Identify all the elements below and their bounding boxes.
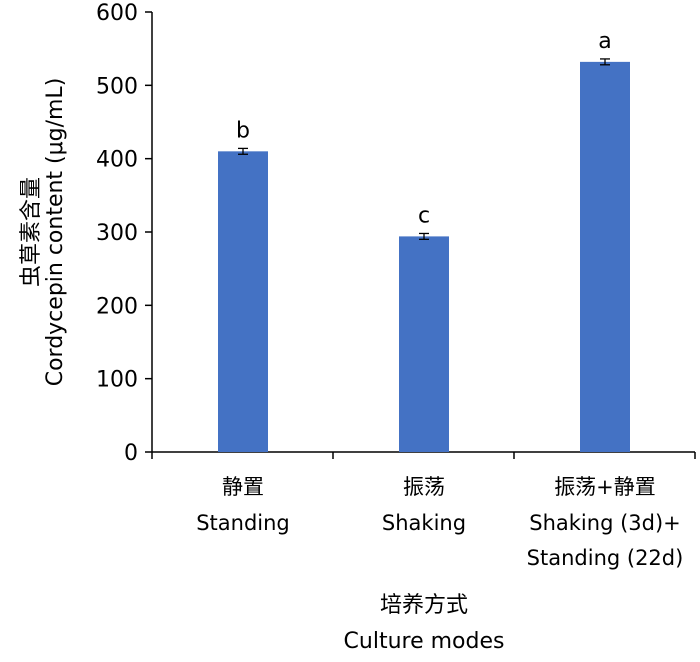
y-tick-label: 400 (96, 148, 138, 173)
significance-label-3: a (598, 29, 611, 54)
y-axis-title-en: Cordycepin content (μg/mL) (43, 78, 68, 387)
y-tick-label: 500 (96, 74, 138, 99)
bars-group (218, 61, 630, 453)
y-tick-label: 300 (96, 221, 138, 246)
x-axis-ticks (151, 452, 696, 459)
y-tick-label: 200 (96, 294, 138, 319)
category-label-zh-1: 静置 (222, 475, 264, 499)
significance-labels-group: b c a (236, 29, 612, 229)
x-axis-title-en: Culture modes (344, 629, 505, 654)
significance-label-1: b (236, 118, 250, 143)
category-labels-group: 静置 Standing 振荡 Shaking 振荡+静置 Shaking (3d)+ Sta… (196, 475, 683, 570)
y-tick-label: 0 (124, 441, 138, 466)
bar-1 (218, 151, 268, 453)
category-label-en-3: Standing (22d) (527, 546, 684, 570)
category-label-en-2: Shaking (382, 511, 466, 535)
error-bars-group (238, 58, 610, 240)
category-label-zh-2: 振荡 (403, 475, 445, 499)
y-axis-ticks: 0 100 200 300 400 500 600 (96, 1, 152, 466)
error-bar-2 (419, 232, 429, 240)
significance-label-2: c (418, 203, 430, 228)
error-bar-3 (600, 58, 610, 66)
category-label-en-3: Shaking (3d)+ (529, 511, 681, 535)
category-label-zh-3: 振荡+静置 (554, 475, 656, 499)
y-tick-label: 600 (96, 1, 138, 26)
bar-2 (399, 236, 449, 452)
bar-3 (580, 61, 630, 452)
category-label-en-1: Standing (196, 511, 290, 535)
y-tick-label: 100 (96, 368, 138, 393)
error-bar-1 (238, 147, 248, 155)
y-axis-title-zh: 虫草素含量 (19, 177, 44, 287)
x-axis-title-zh: 培养方式 (380, 593, 468, 618)
